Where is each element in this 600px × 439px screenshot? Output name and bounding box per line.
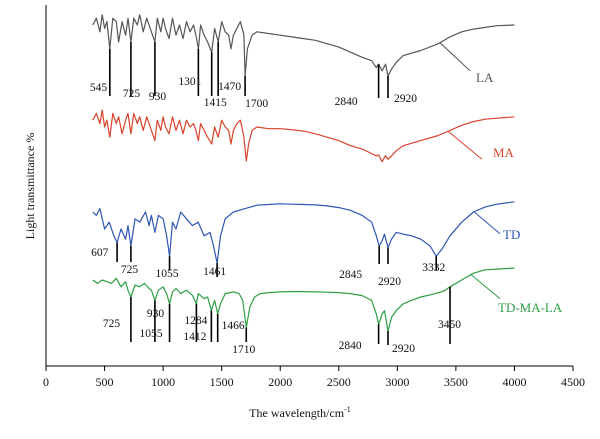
x-tick-label: 4500 (561, 375, 585, 389)
peak-label: 1412 (183, 331, 206, 343)
peak-label: 2840 (339, 340, 362, 352)
peak-label: 545 (90, 82, 108, 94)
series-line-td (92, 201, 515, 264)
label-leader-line (439, 42, 471, 72)
peak-label: 1415 (204, 97, 227, 109)
x-tick-label: 1500 (210, 375, 234, 389)
peak-label: 1700 (245, 98, 268, 110)
series-label-td-ma-la: TD-MA-LA (498, 300, 563, 315)
peak-label: 725 (121, 264, 138, 276)
x-tick-label: 1000 (151, 375, 175, 389)
peak-label: 607 (91, 247, 109, 259)
peak-label: 725 (103, 318, 121, 330)
series-line-td-ma-la (92, 267, 515, 332)
peak-label: 3332 (422, 262, 445, 274)
series-line-ma (92, 109, 515, 163)
series-line-la (92, 14, 515, 77)
peak-label: 1055 (140, 328, 163, 340)
label-leader-line (470, 274, 501, 300)
x-tick-label: 0 (43, 375, 49, 389)
axes: 0 500 1000 1500 2000 2500 3000 3500 4000 4500 (43, 5, 585, 389)
y-axis-label: Light transmittance % (23, 133, 37, 240)
series-label-ma: MA (493, 145, 515, 160)
x-axis-label: The wavelength/cm-1 (249, 405, 351, 420)
label-leader-line (473, 211, 501, 235)
peak-label: 2920 (392, 343, 415, 355)
peak-label: 2840 (335, 96, 358, 108)
series-label-la: LA (476, 70, 494, 85)
series-label-td: TD (503, 227, 520, 242)
peak-label: 1461 (203, 266, 226, 278)
peak-label: 2920 (394, 93, 417, 105)
x-tick-label: 2500 (327, 375, 351, 389)
peak-label: 1466 (222, 320, 245, 332)
label-leader-line (447, 130, 483, 160)
peak-label: 725 (123, 88, 140, 100)
peak-label: 1470 (218, 81, 241, 93)
series-labels: LA MA TD TD-MA-LA (439, 42, 563, 315)
peak-label: 1301 (178, 76, 201, 88)
peak-label: 1055 (156, 268, 179, 280)
peak-label: 930 (147, 308, 165, 320)
peak-label: 1710 (232, 344, 255, 356)
peak-label: 1284 (184, 315, 207, 327)
x-tick-label: 500 (96, 375, 114, 389)
peak-label: 2920 (378, 276, 401, 288)
x-tick-label: 3000 (385, 375, 409, 389)
peak-label: 2845 (339, 269, 362, 281)
x-tick-label: 4000 (502, 375, 526, 389)
peak-label: 930 (149, 91, 167, 103)
peak-label: 3450 (438, 319, 461, 331)
x-tick-label: 2000 (268, 375, 292, 389)
x-ticks: 0 500 1000 1500 2000 2500 3000 3500 4000 4500 (43, 366, 585, 389)
series-layer (92, 14, 515, 332)
x-tick-label: 3500 (444, 375, 468, 389)
